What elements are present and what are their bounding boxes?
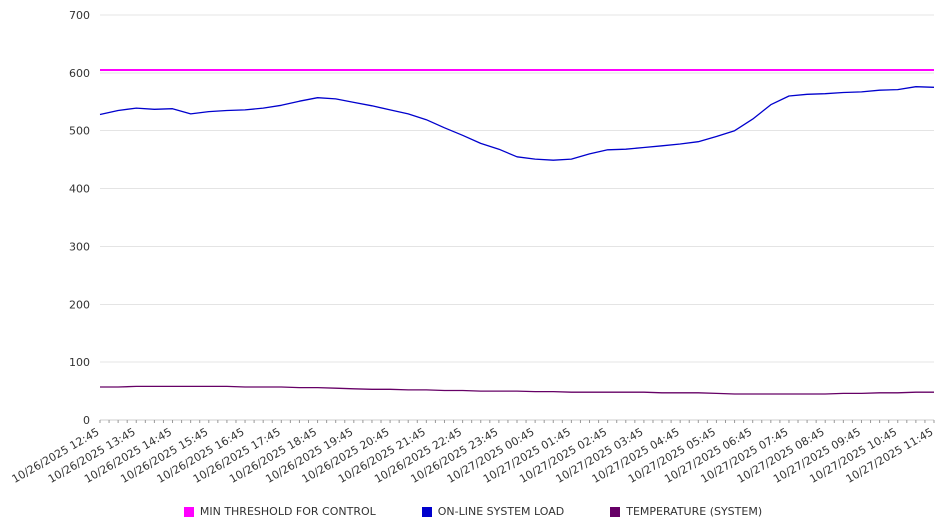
legend-swatch [610,506,621,517]
series-line-temperature-system [100,385,934,395]
legend-swatch [183,506,194,517]
y-axis-label: 100 [69,356,90,369]
y-axis-label: 0 [83,414,90,427]
legend-item: MIN THRESHOLD FOR CONTROL [183,505,376,518]
y-axis-label: 500 [69,125,90,138]
legend-item: ON-LINE SYSTEM LOAD [421,505,565,518]
chart-legend: MIN THRESHOLD FOR CONTROL ON-LINE SYSTEM … [0,505,946,518]
y-axis-label: 200 [69,298,90,311]
legend-label: MIN THRESHOLD FOR CONTROL [199,505,376,518]
series-line-on-line-system-load [99,86,935,161]
y-axis-label: 700 [69,9,90,22]
legend-item: TEMPERATURE (SYSTEM) [610,505,762,518]
y-axis-label: 400 [69,183,90,196]
y-axis-label: 600 [69,67,90,80]
legend-label: TEMPERATURE (SYSTEM) [626,505,763,518]
legend-label: ON-LINE SYSTEM LOAD [437,505,565,518]
legend-swatch [421,506,432,517]
y-axis-label: 300 [69,240,90,253]
